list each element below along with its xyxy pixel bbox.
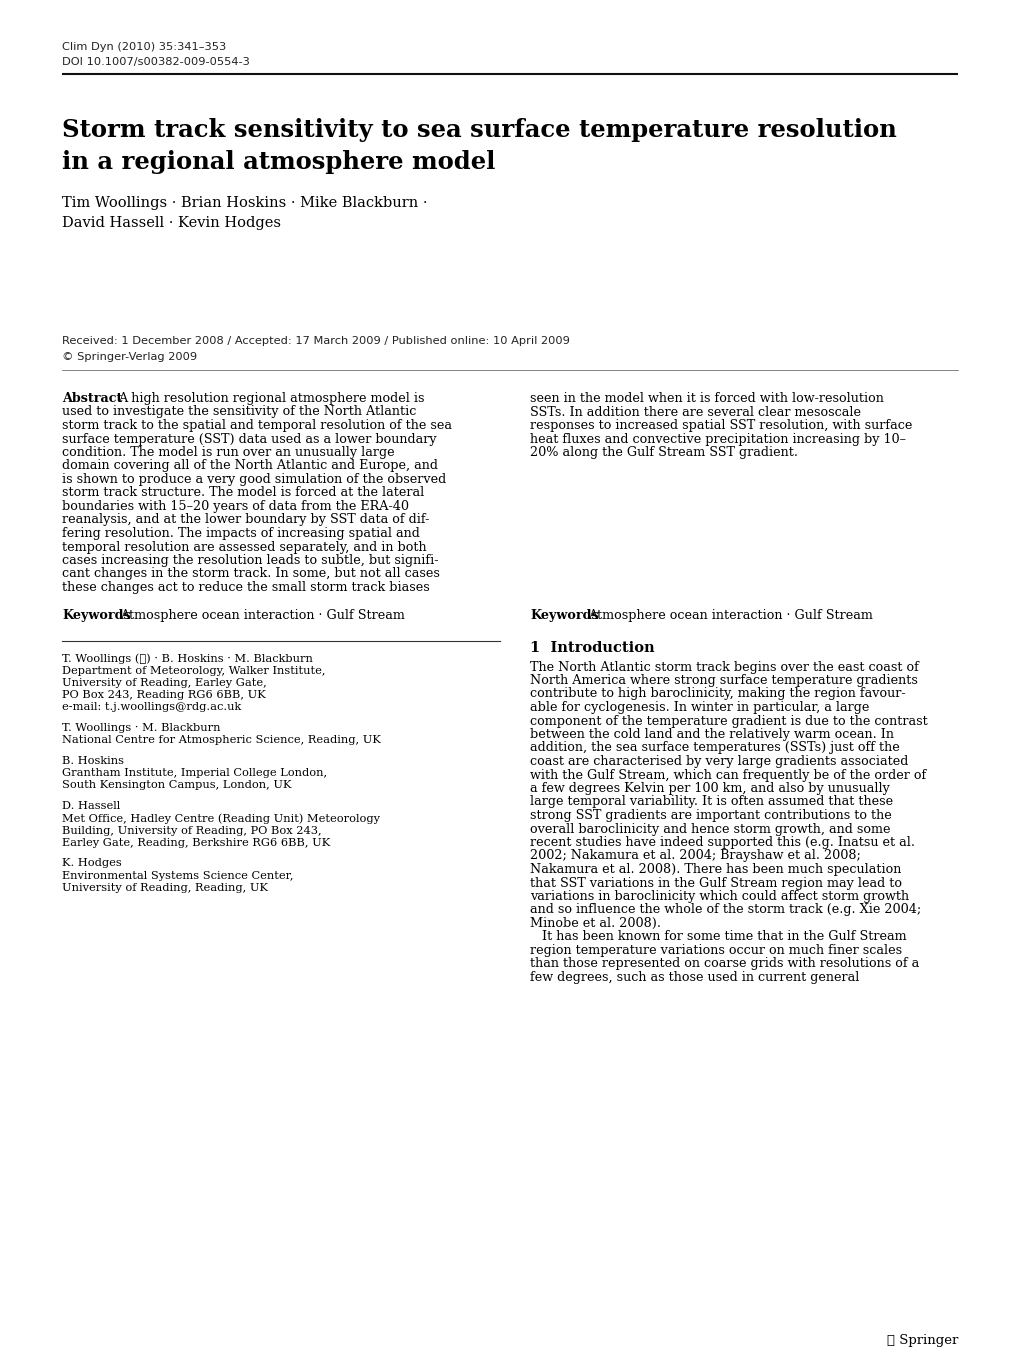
Text: Keywords: Keywords [530,608,598,622]
Text: Received: 1 December 2008 / Accepted: 17 March 2009 / Published online: 10 April: Received: 1 December 2008 / Accepted: 17… [62,336,570,346]
Text: K. Hodges: K. Hodges [62,859,121,869]
Text: It has been known for some time that in the Gulf Stream: It has been known for some time that in … [530,931,906,943]
Text: South Kensington Campus, London, UK: South Kensington Campus, London, UK [62,780,291,790]
Text: cases increasing the resolution leads to subtle, but signifi-: cases increasing the resolution leads to… [62,554,438,566]
Text: SSTs. In addition there are several clear mesoscale: SSTs. In addition there are several clea… [530,405,860,419]
Text: fering resolution. The impacts of increasing spatial and: fering resolution. The impacts of increa… [62,527,420,541]
Text: used to investigate the sensitivity of the North Atlantic: used to investigate the sensitivity of t… [62,405,416,419]
Text: is shown to produce a very good simulation of the observed: is shown to produce a very good simulati… [62,473,446,486]
Text: reanalysis, and at the lower boundary by SST data of dif-: reanalysis, and at the lower boundary by… [62,514,429,527]
Text: addition, the sea surface temperatures (SSTs) just off the: addition, the sea surface temperatures (… [530,741,899,755]
Text: University of Reading, Reading, UK: University of Reading, Reading, UK [62,883,268,893]
Text: Abstract: Abstract [62,392,122,405]
Text: Earley Gate, Reading, Berkshire RG6 6BB, UK: Earley Gate, Reading, Berkshire RG6 6BB,… [62,837,330,848]
Text: University of Reading, Earley Gate,: University of Reading, Earley Gate, [62,678,267,688]
Text: seen in the model when it is forced with low-resolution: seen in the model when it is forced with… [530,392,883,405]
Text: T. Woollings · M. Blackburn: T. Woollings · M. Blackburn [62,724,220,733]
Text: Minobe et al. 2008).: Minobe et al. 2008). [530,917,660,930]
Text: overall baroclinicity and hence storm growth, and some: overall baroclinicity and hence storm gr… [530,822,890,836]
Text: DOI 10.1007/s00382-009-0554-3: DOI 10.1007/s00382-009-0554-3 [62,57,250,66]
Text: storm track to the spatial and temporal resolution of the sea: storm track to the spatial and temporal … [62,419,451,432]
Text: these changes act to reduce the small storm track biases: these changes act to reduce the small st… [62,581,429,593]
Text: Building, University of Reading, PO Box 243,: Building, University of Reading, PO Box … [62,825,321,836]
Text: PO Box 243, Reading RG6 6BB, UK: PO Box 243, Reading RG6 6BB, UK [62,690,266,701]
Text: T. Woollings (✉) · B. Hoskins · M. Blackburn: T. Woollings (✉) · B. Hoskins · M. Black… [62,653,313,664]
Text: recent studies have indeed supported this (e.g. Inatsu et al.: recent studies have indeed supported thi… [530,836,914,850]
Text: in a regional atmosphere model: in a regional atmosphere model [62,150,495,173]
Text: coast are characterised by very large gradients associated: coast are characterised by very large gr… [530,755,908,768]
Text: heat fluxes and convective precipitation increasing by 10–: heat fluxes and convective precipitation… [530,432,905,446]
Text: Atmosphere ocean interaction · Gulf Stream: Atmosphere ocean interaction · Gulf Stre… [120,608,405,622]
Text: David Hassell · Kevin Hodges: David Hassell · Kevin Hodges [62,215,280,230]
Text: Tim Woollings · Brian Hoskins · Mike Blackburn ·: Tim Woollings · Brian Hoskins · Mike Bla… [62,196,427,210]
Text: between the cold land and the relatively warm ocean. In: between the cold land and the relatively… [530,728,893,741]
Text: B. Hoskins: B. Hoskins [62,756,124,766]
Text: North America where strong surface temperature gradients: North America where strong surface tempe… [530,673,917,687]
Text: Clim Dyn (2010) 35:341–353: Clim Dyn (2010) 35:341–353 [62,42,226,51]
Text: condition. The model is run over an unusually large: condition. The model is run over an unus… [62,446,394,459]
Text: D. Hassell: D. Hassell [62,801,120,812]
Text: e-mail: t.j.woollings@rdg.ac.uk: e-mail: t.j.woollings@rdg.ac.uk [62,702,242,713]
Text: Nakamura et al. 2008). There has been much speculation: Nakamura et al. 2008). There has been mu… [530,863,901,875]
Text: that SST variations in the Gulf Stream region may lead to: that SST variations in the Gulf Stream r… [530,877,901,889]
Text: region temperature variations occur on much finer scales: region temperature variations occur on m… [530,944,901,957]
Text: 20% along the Gulf Stream SST gradient.: 20% along the Gulf Stream SST gradient. [530,446,797,459]
Text: than those represented on coarse grids with resolutions of a: than those represented on coarse grids w… [530,958,918,970]
Text: contribute to high baroclinicity, making the region favour-: contribute to high baroclinicity, making… [530,687,905,701]
Text: domain covering all of the North Atlantic and Europe, and: domain covering all of the North Atlanti… [62,459,437,473]
Text: component of the temperature gradient is due to the contrast: component of the temperature gradient is… [530,714,927,728]
Text: surface temperature (SST) data used as a lower boundary: surface temperature (SST) data used as a… [62,432,436,446]
Text: able for cyclogenesis. In winter in particular, a large: able for cyclogenesis. In winter in part… [530,701,868,714]
Text: strong SST gradients are important contributions to the: strong SST gradients are important contr… [530,809,891,822]
Text: boundaries with 15–20 years of data from the ERA-40: boundaries with 15–20 years of data from… [62,500,409,514]
Text: cant changes in the storm track. In some, but not all cases: cant changes in the storm track. In some… [62,568,439,580]
Text: 1  Introduction: 1 Introduction [530,641,654,654]
Text: Storm track sensitivity to sea surface temperature resolution: Storm track sensitivity to sea surface t… [62,118,896,142]
Text: and so influence the whole of the storm track (e.g. Xie 2004;: and so influence the whole of the storm … [530,904,920,916]
Text: Atmosphere ocean interaction · Gulf Stream: Atmosphere ocean interaction · Gulf Stre… [587,608,872,622]
Text: Grantham Institute, Imperial College London,: Grantham Institute, Imperial College Lon… [62,768,327,778]
Text: storm track structure. The model is forced at the lateral: storm track structure. The model is forc… [62,486,424,500]
Text: Environmental Systems Science Center,: Environmental Systems Science Center, [62,871,293,881]
Text: Met Office, Hadley Centre (Reading Unit) Meteorology: Met Office, Hadley Centre (Reading Unit)… [62,813,380,824]
Text: The North Atlantic storm track begins over the east coast of: The North Atlantic storm track begins ov… [530,660,918,673]
Text: few degrees, such as those used in current general: few degrees, such as those used in curre… [530,972,859,984]
Text: large temporal variability. It is often assumed that these: large temporal variability. It is often … [530,795,893,809]
Text: A high resolution regional atmosphere model is: A high resolution regional atmosphere mo… [118,392,424,405]
Text: Department of Meteorology, Walker Institute,: Department of Meteorology, Walker Instit… [62,665,325,676]
Text: ☉ Springer: ☉ Springer [886,1335,957,1347]
Text: responses to increased spatial SST resolution, with surface: responses to increased spatial SST resol… [530,419,911,432]
Text: © Springer-Verlag 2009: © Springer-Verlag 2009 [62,352,197,362]
Text: with the Gulf Stream, which can frequently be of the order of: with the Gulf Stream, which can frequent… [530,768,925,782]
Text: a few degrees Kelvin per 100 km, and also by unusually: a few degrees Kelvin per 100 km, and als… [530,782,889,795]
Text: National Centre for Atmospheric Science, Reading, UK: National Centre for Atmospheric Science,… [62,736,380,745]
Text: Keywords: Keywords [62,608,130,622]
Text: 2002; Nakamura et al. 2004; Brayshaw et al. 2008;: 2002; Nakamura et al. 2004; Brayshaw et … [530,850,860,863]
Text: temporal resolution are assessed separately, and in both: temporal resolution are assessed separat… [62,541,426,553]
Text: variations in baroclinicity which could affect storm growth: variations in baroclinicity which could … [530,890,908,902]
